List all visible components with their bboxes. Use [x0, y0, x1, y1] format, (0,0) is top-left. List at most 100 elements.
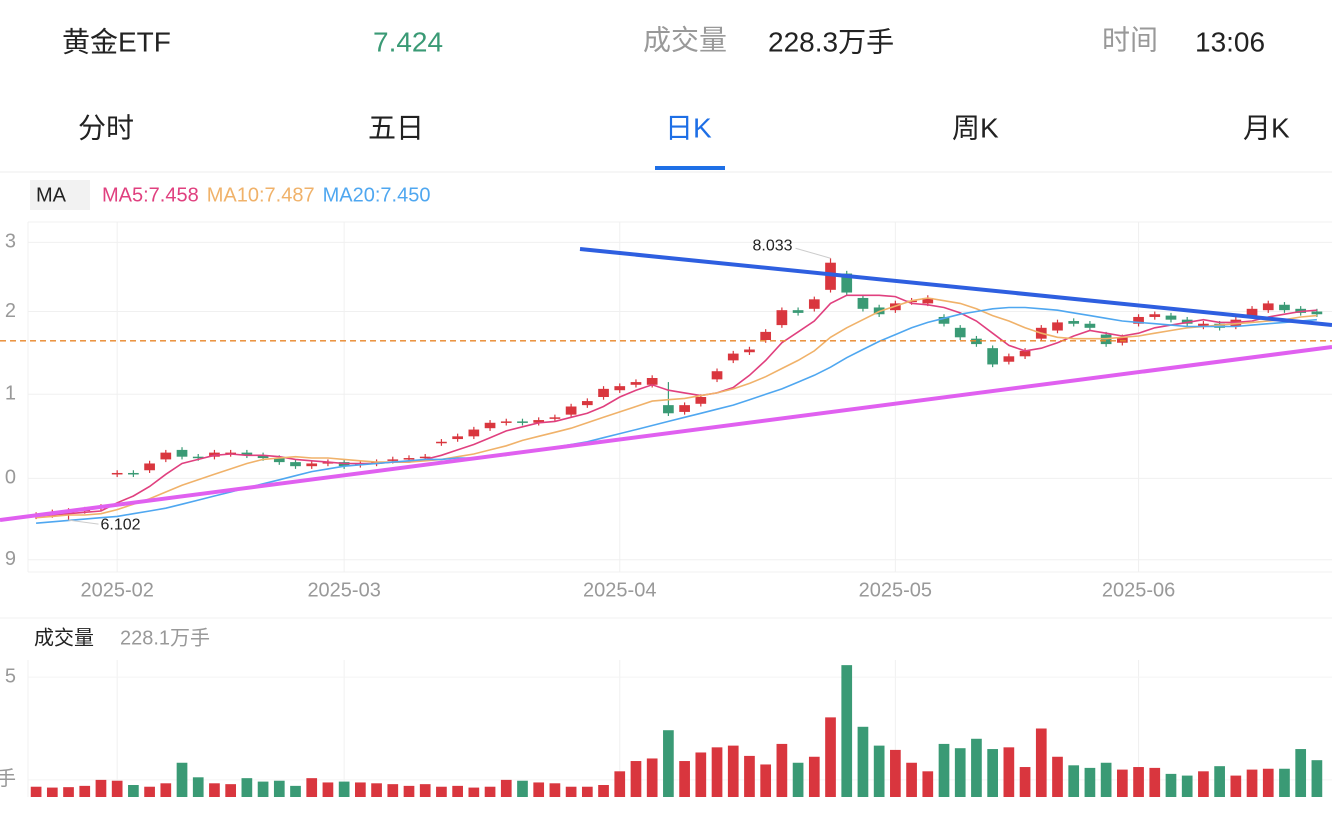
candle-body: [695, 397, 707, 404]
volume-bar: [144, 786, 155, 797]
y-tick-label: 3: [5, 231, 16, 253]
tab[interactable]: 五日: [368, 112, 424, 143]
candle-body: [1165, 315, 1177, 320]
legend-box: [30, 180, 90, 210]
volume-bar: [565, 786, 577, 797]
volume-bar: [727, 745, 739, 797]
volume-bar: [111, 780, 123, 797]
y-tick-label: 9: [5, 548, 16, 570]
high-label: 8.033: [752, 237, 792, 254]
candle-body: [727, 353, 739, 361]
ma-line: [36, 294, 1317, 518]
high-leader: [795, 247, 831, 259]
candle-body: [517, 421, 528, 423]
candle-body: [192, 456, 204, 459]
volume-bar: [857, 726, 869, 797]
candle-body: [419, 456, 431, 459]
candle-body: [663, 405, 674, 414]
volume-bar: [890, 749, 901, 797]
time-value: 13:06: [1195, 26, 1265, 57]
legend-title: MA: [36, 184, 67, 206]
tab[interactable]: 日K: [665, 112, 712, 143]
candle-body: [1262, 303, 1274, 311]
candle-body: [565, 406, 577, 415]
y-tick-label: 2: [5, 300, 16, 322]
candle-body: [176, 449, 188, 457]
candle-body: [744, 349, 755, 353]
x-tick-label: 2025-05: [859, 579, 932, 601]
volume-bar: [403, 785, 415, 797]
candle-body: [630, 382, 642, 385]
candle-body: [1052, 322, 1063, 331]
volume-bar: [176, 762, 188, 797]
tab[interactable]: 分时: [78, 112, 134, 143]
candle-body: [1068, 321, 1080, 324]
volume-bar: [355, 782, 366, 797]
volume-bar: [192, 777, 204, 797]
x-tick-label: 2025-04: [583, 579, 656, 601]
volume-bar: [1003, 747, 1015, 797]
candle-body: [857, 297, 869, 309]
volume-bar: [630, 761, 642, 797]
candle-body: [257, 455, 269, 459]
volume-bar: [225, 784, 237, 797]
volume-title: 成交量: [34, 626, 94, 649]
volume-bar: [1198, 771, 1209, 797]
volume-bar: [338, 781, 350, 797]
volume-bar: [1279, 768, 1290, 797]
volume-bar: [533, 782, 545, 797]
volume-bar: [1052, 756, 1063, 797]
volume-bar: [436, 786, 447, 797]
volume-bar: [695, 752, 707, 797]
candle-body: [144, 463, 155, 471]
volume-bar: [419, 784, 431, 797]
volume-bar: [971, 738, 982, 797]
candle-body: [549, 417, 561, 419]
y-tick-label: 1: [5, 383, 16, 405]
candle-body: [273, 458, 285, 463]
volume-bar: [273, 780, 285, 797]
volume-bar: [290, 785, 301, 797]
volume-bar: [938, 743, 950, 797]
low-leader: [68, 519, 99, 525]
volume-bar: [1181, 775, 1193, 797]
volume-bar: [954, 748, 966, 797]
candle-body: [938, 316, 950, 324]
candle-body: [1133, 316, 1144, 324]
volume-bar: [1246, 769, 1258, 797]
volume-bar: [663, 730, 674, 797]
x-tick-label: 2025-02: [80, 579, 153, 601]
volume-subtitle: 228.1万手: [120, 626, 210, 649]
volume-bar: [517, 780, 528, 797]
candle-body: [776, 310, 788, 326]
candle-body: [841, 273, 853, 293]
trend-line-lower: [0, 345, 1332, 522]
tab-underline: [655, 166, 725, 170]
volume-bar: [63, 787, 74, 797]
candle-body: [1279, 304, 1290, 311]
candle-body: [614, 386, 626, 391]
y-tick-label: 5: [5, 665, 16, 687]
candle-body: [241, 452, 253, 456]
x-tick-label: 2025-06: [1102, 579, 1175, 601]
volume-bar: [614, 771, 626, 797]
volume-bar: [581, 786, 593, 797]
volume-bar: [387, 784, 399, 797]
volume-bar: [306, 778, 318, 797]
volume-bar: [30, 786, 42, 797]
candle-body: [808, 299, 820, 309]
tab[interactable]: 月K: [1243, 112, 1290, 143]
volume-bar: [1230, 775, 1242, 797]
candle-body: [581, 401, 593, 406]
volume-bar: [1084, 767, 1096, 797]
candle-body: [452, 436, 463, 440]
volume-bar: [744, 755, 755, 797]
volume-bar: [1133, 767, 1144, 797]
candle-body: [954, 327, 966, 338]
volume-bar: [1262, 768, 1274, 797]
volume-bar: [95, 779, 107, 797]
candle-body: [1198, 323, 1209, 327]
tab[interactable]: 周K: [952, 112, 999, 143]
candle-body: [971, 338, 982, 345]
